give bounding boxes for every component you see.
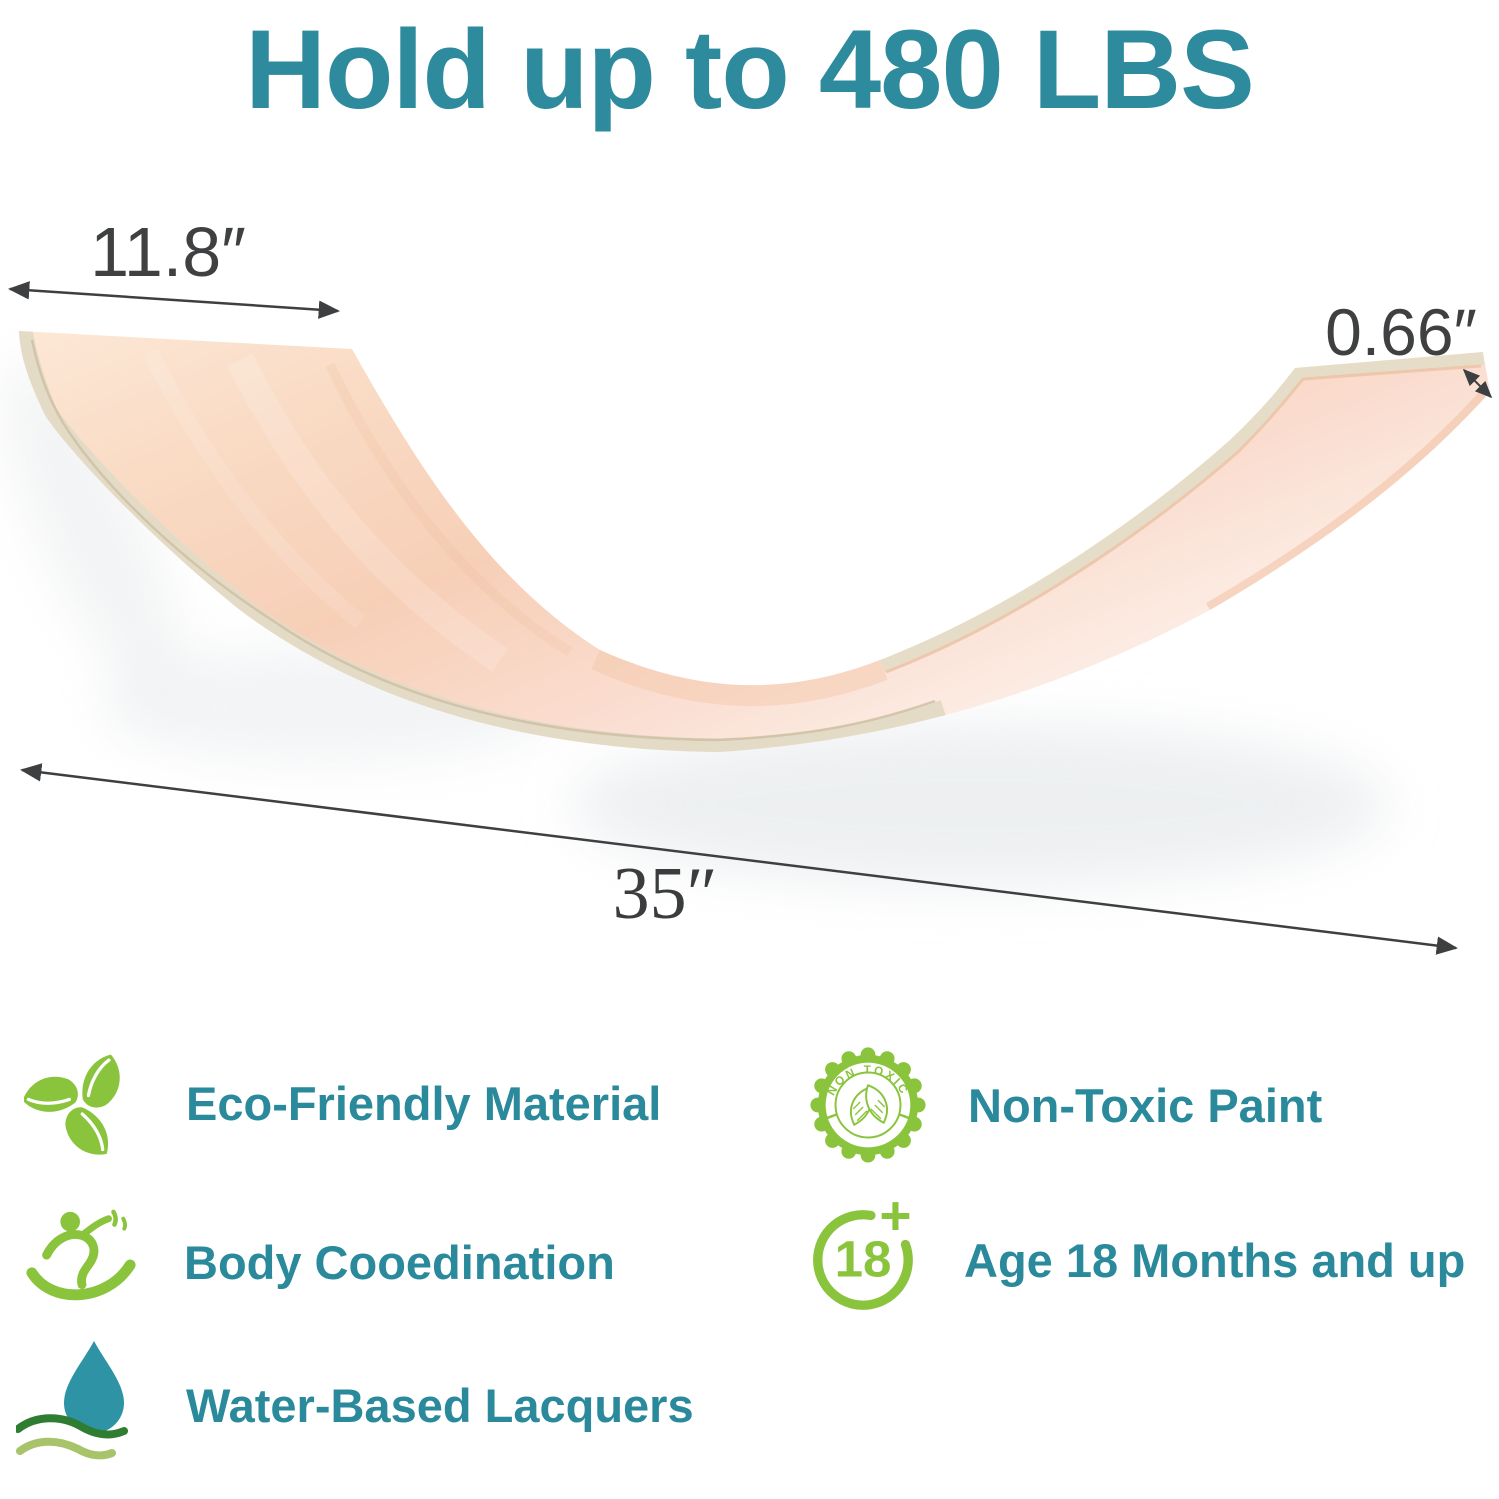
balance-board [19,331,1490,752]
feature-body-coordination: Body Cooedination [22,1196,615,1328]
page-title: Hold up to 480 LBS [245,7,1255,132]
water-drop-icon [16,1341,128,1460]
feature-water-based: Water-Based Lacquers [16,1330,694,1480]
age-plus-text: + [879,1195,911,1246]
age-18-plus-icon: 18 + [813,1195,913,1310]
feature-label: Water-Based Lacquers [186,1378,694,1432]
feature-label: Age 18 Months and up [964,1233,1466,1287]
recycle-leaves-icon [24,1054,120,1155]
thickness-label: 0.66″ [1325,295,1477,369]
length-label: 35″ [612,853,718,935]
feature-label: Body Cooedination [184,1235,615,1289]
feature-age-18-plus: 18 + Age 18 Months and up [804,1192,1465,1328]
balance-person-icon [26,1209,136,1301]
width-label: 11.8″ [90,213,246,291]
feature-label: Non-Toxic Paint [968,1078,1323,1132]
age-number-text: 18 [835,1231,892,1288]
feature-eco-friendly: Eco-Friendly Material [24,1040,661,1166]
feature-non-toxic: NON TOXIC Non-Toxic Paint [806,1040,1322,1170]
dimension-arrows [7,281,1493,955]
thickness-arrow [1462,368,1493,399]
width-arrow [7,281,341,319]
feature-label: Eco-Friendly Material [186,1076,662,1130]
non-toxic-badge-icon: NON TOXIC [810,1047,926,1163]
length-arrow [19,763,1459,955]
